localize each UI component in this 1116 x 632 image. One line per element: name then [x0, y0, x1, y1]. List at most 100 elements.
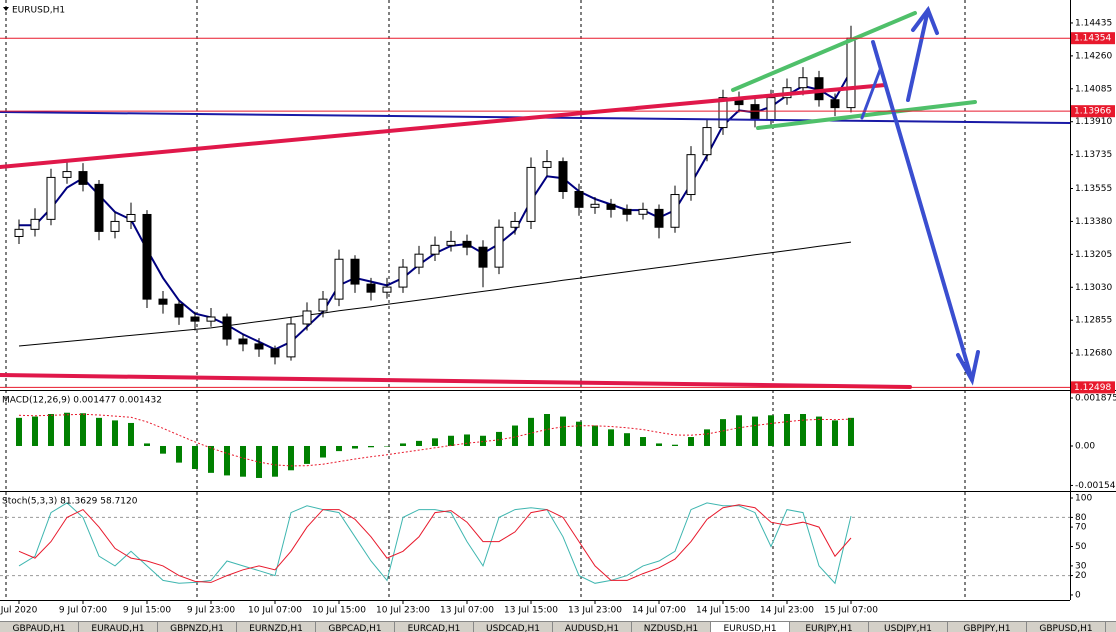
x-tick-label: Jul 2020 [0, 606, 38, 616]
candle-body [350, 258, 360, 285]
chart-title: EURUSD,H1 [12, 6, 65, 16]
candle-body [110, 220, 120, 232]
indicator-title: MACD(12,26,9) 0.001477 0.001432 [2, 396, 162, 406]
y-tick-label: 1.13030 [1075, 283, 1112, 293]
candle-body [302, 310, 312, 325]
macd-bar [688, 437, 694, 446]
y-tick-label: 0 [1075, 590, 1081, 600]
candle-body [718, 97, 728, 129]
tab[interactable]: EURJPY,H1 [790, 622, 869, 632]
tab[interactable]: GBPNZD,H1 [158, 622, 237, 632]
x-tick-label: 9 Jul 15:00 [123, 606, 172, 616]
indicator-title: Stoch(5,3,3) 81.3629 58.7120 [2, 497, 138, 507]
macd-bar [592, 425, 598, 446]
macd-bar [320, 445, 326, 458]
y-tick-label: 20 [1075, 571, 1087, 581]
macd-bar [304, 445, 310, 464]
macd-bar [416, 440, 422, 446]
frame [0, 0, 1116, 601]
macd-bar [720, 419, 726, 446]
menu-icon[interactable] [3, 7, 9, 11]
macd-bar [560, 416, 566, 446]
y-tick-label: 1.13735 [1075, 150, 1112, 160]
tab[interactable]: USDJPY,H1 [869, 622, 948, 632]
candle-body [638, 208, 648, 215]
candle-body [238, 338, 248, 345]
candle-body [286, 323, 296, 358]
y-tick-label: 1.12855 [1075, 316, 1112, 326]
macd-bar [832, 420, 838, 446]
tab[interactable]: GBPAUD,H1 [0, 622, 79, 632]
tab[interactable]: GBPUSD,H1 [1027, 622, 1106, 632]
y-tick-label: 1.14435 [1075, 18, 1112, 28]
candle-body [206, 316, 216, 322]
channel-line [731, 11, 917, 92]
x-tick-label: 13 Jul 15:00 [504, 606, 558, 616]
price-label: 1.14354 [1074, 34, 1111, 44]
price-label-bg [1071, 381, 1115, 394]
macd-bar [800, 414, 806, 446]
tab[interactable]: AUDUSD,H1 [553, 622, 632, 632]
candle-body [478, 246, 488, 268]
candle-body [462, 240, 472, 248]
x-tick-label: 15 Jul 07:00 [824, 606, 878, 616]
macd-bar [528, 417, 534, 446]
candle-body [798, 77, 808, 89]
tab-bar: GBPAUD,H1 EURAUD,H1 GBPNZD,H1 EURNZD,H1 GBPC… [0, 621, 1116, 632]
candle-body [654, 208, 664, 228]
macd-bar [576, 421, 582, 446]
signal-line [18, 413, 852, 467]
candle-body [190, 316, 200, 322]
macd-bar [240, 445, 246, 477]
tab[interactable]: EURAUD,H1 [79, 622, 158, 632]
y-tick-label: 80 [1075, 513, 1087, 523]
candle-body [510, 220, 520, 228]
y-tick-label: 1.13380 [1075, 217, 1112, 227]
candle-body [14, 228, 24, 237]
tab[interactable]: GBPCAD,H1 [316, 622, 395, 632]
macd-bar [736, 415, 742, 446]
tab[interactable]: EURNZD,H1 [237, 622, 316, 632]
candle-body [750, 104, 760, 121]
candle-body [686, 154, 696, 196]
y-tick-label: 1.14085 [1075, 84, 1112, 94]
y-tick-label: 0.00 [1075, 441, 1095, 451]
y-tick-label: 50 [1075, 542, 1087, 552]
tab[interactable]: EURUSD,H1 [711, 622, 790, 632]
candle-body [542, 161, 552, 168]
tab[interactable]: USDCAD,H1 [474, 622, 553, 632]
macd-bar [48, 414, 54, 446]
macd-bar [512, 425, 518, 446]
tab[interactable]: GBPJPY,H1 [948, 622, 1027, 632]
price-label-bg [1071, 105, 1115, 118]
candle-body [94, 183, 104, 232]
tab[interactable]: EURCAD,H1 [395, 622, 474, 632]
macd-bar [608, 429, 614, 446]
macd-bar [624, 433, 630, 446]
price-label-bg [1071, 32, 1115, 45]
candle-body [558, 161, 568, 193]
drawings [0, 5, 1071, 389]
y-tick-label: 1.13205 [1075, 250, 1112, 260]
x-tick-label: 10 Jul 07:00 [248, 606, 302, 616]
macd-bar [176, 445, 182, 463]
candle-body [590, 203, 600, 208]
candle-body [366, 283, 376, 293]
macd-bar [352, 445, 358, 449]
tab[interactable]: NZDUSD,H1 [632, 622, 711, 632]
y-tick-label: 1.13555 [1075, 184, 1112, 194]
candle-body [46, 176, 56, 220]
moving-average [18, 241, 852, 347]
macd-bar [144, 443, 150, 446]
candle-body [174, 303, 184, 318]
y-tick-label: 1.13910 [1075, 117, 1112, 127]
arrow [871, 40, 974, 382]
macd-bar [208, 445, 214, 473]
candle-body [270, 348, 280, 358]
macd-bar [80, 413, 86, 446]
macd-bar [640, 437, 646, 446]
macd-bar [64, 412, 70, 446]
candle-body [254, 343, 264, 350]
x-tick-label: 14 Jul 07:00 [632, 606, 686, 616]
macd-bar [288, 445, 294, 471]
